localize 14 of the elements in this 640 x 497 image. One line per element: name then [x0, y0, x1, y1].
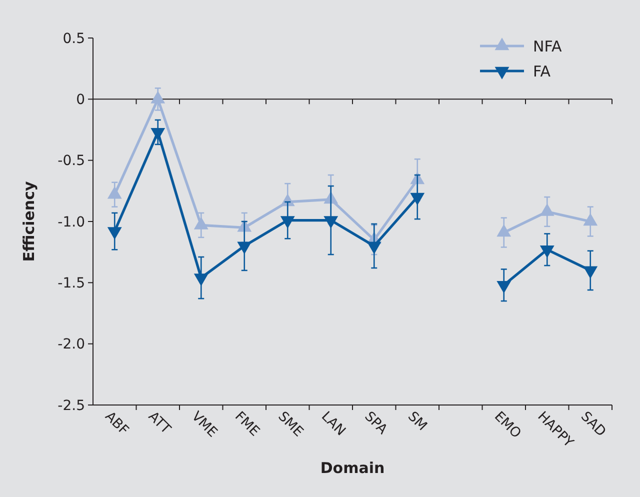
x-tick-label: ABF — [102, 408, 132, 438]
x-tick-label: ATT — [145, 408, 174, 438]
y-axis-title: Efficiency — [20, 181, 38, 262]
y-tick-label: -0.5 — [58, 153, 85, 170]
x-axis-title: Domain — [320, 459, 385, 477]
y-tick-label: -1.5 — [58, 276, 85, 292]
legend-label: FA — [533, 62, 552, 80]
legend-label: NFA — [533, 37, 562, 56]
y-tick-label: -1.0 — [58, 214, 85, 230]
y-tick-label: 0 — [76, 92, 85, 108]
x-tick-label: SM — [404, 408, 430, 434]
y-tick-label: -2.0 — [58, 336, 85, 353]
y-tick-label: 0.5 — [62, 30, 85, 47]
y-tick-label: -2.5 — [58, 398, 85, 414]
